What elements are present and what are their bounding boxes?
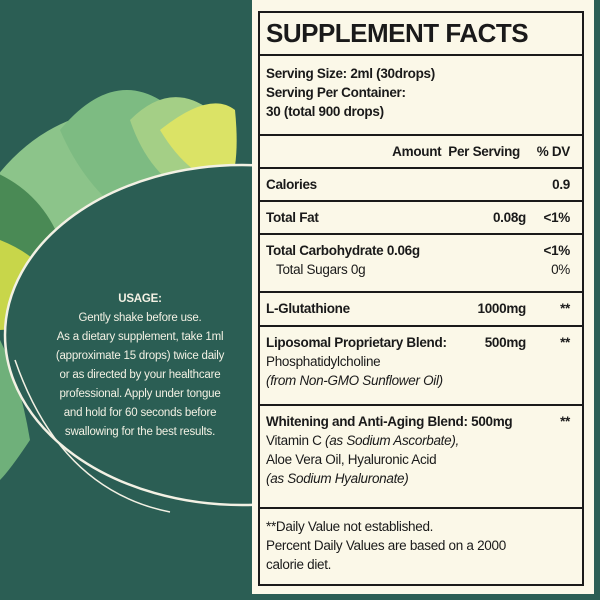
calories-value: 0.9 bbox=[552, 177, 570, 192]
whitening-label: Whitening and Anti-Aging Blend: 500mg bbox=[266, 414, 513, 429]
whitening-row: Whitening and Anti-Aging Blend: 500mg ** … bbox=[260, 406, 582, 509]
glutathione-amount: 1000mg bbox=[477, 301, 527, 316]
hyaluronic-source: (as Sodium Hyaluronate) bbox=[266, 471, 409, 486]
calories-row: Calories 0.9 bbox=[260, 169, 582, 202]
whitening-ingredients: Aloe Vera Oil, Hyaluronic Acid bbox=[266, 452, 437, 467]
footnote-line: Percent Daily Values are based on a 2000 bbox=[266, 538, 506, 553]
total-sugars-label: Total Sugars 0g bbox=[276, 262, 366, 277]
vitamin-c: Vitamin C bbox=[266, 433, 326, 448]
footnote-row: **Daily Value not established. Percent D… bbox=[260, 509, 582, 586]
usage-line: and hold for 60 seconds before bbox=[63, 407, 217, 419]
total-sugars-dv: 0% bbox=[551, 262, 570, 277]
serving-per-container-label: Serving Per Container: bbox=[266, 85, 406, 100]
total-fat-amount: 0.08g bbox=[492, 210, 526, 225]
accent-arc bbox=[14, 359, 171, 513]
whitening-dv: ** bbox=[560, 414, 570, 429]
usage-heading: USAGE: bbox=[118, 293, 162, 305]
total-fat-dv: <1% bbox=[543, 210, 571, 225]
usage-line: (approximate 15 drops) twice daily bbox=[55, 350, 225, 362]
usage-line: or as directed by your healthcare bbox=[59, 369, 221, 381]
header-row: Amount Per Serving % DV bbox=[260, 136, 582, 169]
footnote-line: **Daily Value not established. bbox=[266, 519, 434, 534]
supplement-facts-panel: SUPPLEMENT FACTS Serving Size: 2ml (30dr… bbox=[252, 0, 594, 594]
supplement-facts-table: SUPPLEMENT FACTS Serving Size: 2ml (30dr… bbox=[258, 11, 584, 586]
liposomal-label: Liposomal Proprietary Blend: bbox=[266, 335, 447, 350]
serving-per-container-value: 30 (total 900 drops) bbox=[266, 104, 384, 119]
glutathione-dv: ** bbox=[560, 301, 570, 316]
glutathione-label: L-Glutathione bbox=[266, 301, 350, 316]
liposomal-dv: ** bbox=[560, 335, 570, 350]
total-carb-dv: <1% bbox=[543, 243, 571, 258]
usage-instructions: USAGE: Gently shake before use. As a die… bbox=[30, 290, 250, 442]
total-carb-label: Total Carbohydrate 0.06g bbox=[266, 243, 420, 258]
amount-header: Amount Per Serving bbox=[392, 144, 520, 159]
liposomal-row: Liposomal Proprietary Blend: 500mg ** Phos… bbox=[260, 327, 582, 406]
serving-row: Serving Size: 2ml (30drops) Serving Per … bbox=[260, 56, 582, 136]
liposomal-ingredient: Phosphatidylcholine bbox=[266, 354, 381, 369]
calories-label: Calories bbox=[266, 177, 317, 192]
facts-title-row: SUPPLEMENT FACTS bbox=[260, 13, 582, 56]
glutathione-row: L-Glutathione 1000mg ** bbox=[260, 293, 582, 327]
usage-line: As a dietary supplement, take 1ml bbox=[56, 331, 224, 343]
usage-line: professional. Apply under tongue bbox=[59, 388, 221, 400]
usage-line: Gently shake before use. bbox=[78, 312, 202, 324]
vitamin-c-source: (as Sodium Ascorbate), bbox=[325, 433, 459, 448]
footnote-line: calorie diet. bbox=[266, 557, 332, 572]
liposomal-amount: 500mg bbox=[484, 335, 527, 350]
facts-title: SUPPLEMENT FACTS bbox=[266, 18, 529, 48]
total-fat-row: Total Fat 0.08g <1% bbox=[260, 202, 582, 235]
usage-line: swallowing for the best results. bbox=[64, 426, 216, 438]
total-fat-label: Total Fat bbox=[266, 210, 319, 225]
carbohydrate-row: Total Carbohydrate 0.06g <1% Total Sugars… bbox=[260, 235, 582, 293]
liposomal-source: (from Non-GMO Sunflower Oil) bbox=[266, 373, 443, 388]
dv-header: % DV bbox=[536, 144, 571, 159]
serving-size: Serving Size: 2ml (30drops) bbox=[266, 66, 435, 81]
